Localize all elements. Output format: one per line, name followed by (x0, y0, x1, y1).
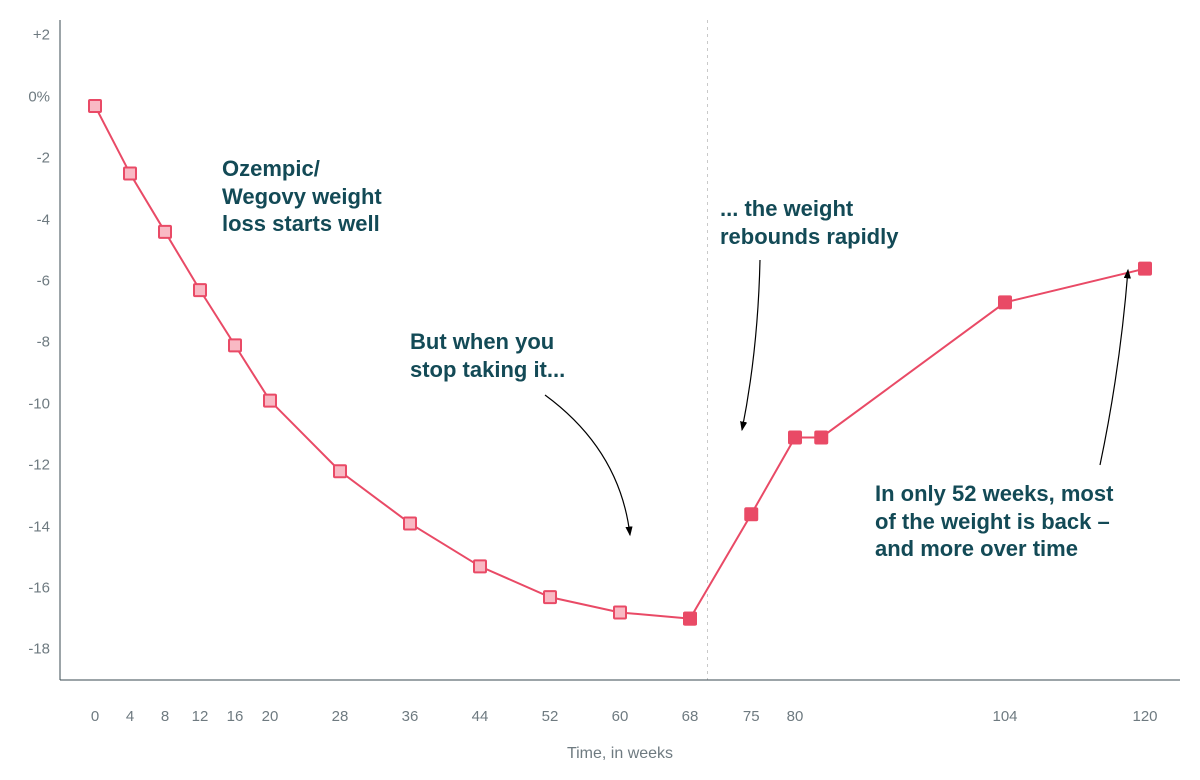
decline-series-marker (89, 100, 101, 112)
y-tick-label: -6 (10, 272, 50, 289)
decline-series-marker (614, 606, 626, 618)
decline-series-marker (404, 517, 416, 529)
annotation-stop-taking: But when you stop taking it... (410, 328, 565, 383)
x-axis-title: Time, in weeks (567, 745, 673, 763)
annotation-rebounds: ... the weight rebounds rapidly (720, 195, 898, 250)
y-tick-label: -2 (10, 150, 50, 167)
rebound-series-marker (684, 613, 696, 625)
x-tick-label: 36 (402, 708, 419, 725)
x-tick-label: 60 (612, 708, 629, 725)
x-tick-label: 120 (1132, 708, 1157, 725)
x-tick-label: 16 (227, 708, 244, 725)
x-tick-label: 28 (332, 708, 349, 725)
decline-series-marker (159, 226, 171, 238)
decline-series-marker (194, 284, 206, 296)
rebound-series-line (690, 269, 1145, 619)
x-tick-label: 12 (192, 708, 209, 725)
decline-series-marker (229, 339, 241, 351)
annotation-arrow-weight-back (1100, 270, 1128, 465)
rebound-series-marker (1139, 263, 1151, 275)
x-tick-label: 44 (472, 708, 489, 725)
y-tick-label: -10 (10, 395, 50, 412)
y-tick-label: -4 (10, 211, 50, 228)
y-tick-label: +2 (10, 27, 50, 44)
weight-rebound-chart: +2 0% -2 -4 -6 -8 -10 -12 -14 -16 -18 0 4 8 12 16 20 28 3… (0, 0, 1200, 780)
y-tick-label: -14 (10, 518, 50, 535)
x-tick-label: 8 (161, 708, 169, 725)
rebound-series-marker (789, 431, 801, 443)
x-tick-label: 4 (126, 708, 134, 725)
y-tick-label: -8 (10, 334, 50, 351)
y-tick-label: 0% (10, 88, 50, 105)
decline-series-marker (474, 560, 486, 572)
x-tick-label: 0 (91, 708, 99, 725)
annotation-arrow-stop-taking (545, 395, 630, 535)
y-tick-label: -12 (10, 457, 50, 474)
decline-series-line (95, 106, 690, 619)
decline-series-marker (334, 465, 346, 477)
x-tick-label: 20 (262, 708, 279, 725)
x-tick-label: 75 (743, 708, 760, 725)
x-tick-label: 104 (992, 708, 1017, 725)
annotation-arrow-rebounds (742, 260, 760, 430)
x-tick-label: 80 (787, 708, 804, 725)
decline-series-marker (124, 167, 136, 179)
rebound-series-marker (815, 431, 827, 443)
y-tick-label: -18 (10, 641, 50, 658)
x-tick-label: 68 (682, 708, 699, 725)
x-tick-label: 52 (542, 708, 559, 725)
rebound-series-marker (745, 508, 757, 520)
decline-series-marker (544, 591, 556, 603)
rebound-series-marker (999, 296, 1011, 308)
annotation-starts-well: Ozempic/ Wegovy weight loss starts well (222, 155, 382, 238)
decline-series-marker (264, 395, 276, 407)
annotation-weight-back: In only 52 weeks, most of the weight is … (875, 480, 1113, 563)
chart-svg (0, 0, 1200, 780)
y-tick-label: -16 (10, 579, 50, 596)
